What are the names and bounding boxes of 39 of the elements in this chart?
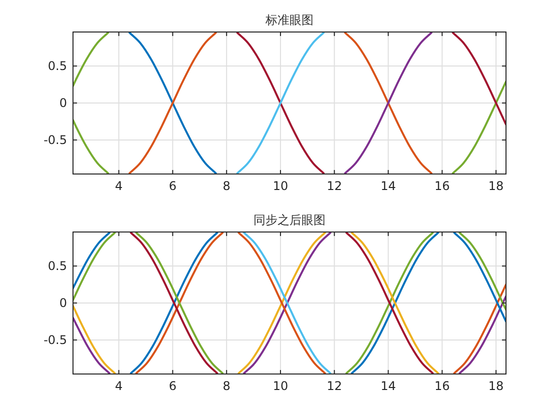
line-series: [452, 32, 506, 126]
line-series: [344, 32, 432, 174]
line-series: [73, 232, 110, 290]
chart-title: 标准眼图: [264, 13, 314, 27]
x-tick-label: 18: [488, 379, 504, 393]
chart-title: 同步之后眼图: [254, 213, 326, 227]
y-tick-label: 0: [59, 296, 67, 310]
line-series: [73, 32, 110, 87]
y-tick-label: -0.5: [44, 132, 67, 147]
x-tick-label: 4: [114, 379, 123, 393]
line-series: [452, 80, 506, 174]
y-tick-label: -0.5: [44, 332, 67, 347]
y-tick-label: 0: [59, 96, 67, 110]
x-tick-label: 4: [114, 179, 123, 193]
x-tick-label: 14: [380, 179, 396, 193]
line-series: [458, 295, 506, 374]
x-tick-label: 6: [168, 179, 177, 193]
x-tick-label: 16: [434, 379, 450, 393]
y-tick-label: 0.5: [48, 59, 67, 74]
x-tick-label: 8: [222, 379, 230, 393]
x-tick-label: 16: [434, 179, 450, 193]
x-tick-label: 14: [380, 379, 396, 393]
x-tick-label: 12: [326, 379, 342, 393]
x-tick-label: 10: [272, 379, 288, 393]
line-series: [73, 304, 116, 374]
line-series: [236, 32, 325, 174]
line-series: [458, 232, 506, 311]
line-series: [73, 119, 110, 174]
line-series: [73, 316, 110, 374]
y-tick-label: 0.5: [48, 259, 67, 274]
line-series: [128, 32, 217, 174]
x-tick-label: 10: [272, 179, 288, 193]
line-series: [453, 284, 506, 374]
line-series: [73, 232, 116, 302]
x-tick-label: 6: [168, 379, 177, 393]
line-series: [453, 232, 506, 322]
x-tick-label: 8: [222, 179, 230, 193]
x-tick-label: 12: [326, 179, 342, 193]
x-tick-label: 18: [488, 179, 504, 193]
